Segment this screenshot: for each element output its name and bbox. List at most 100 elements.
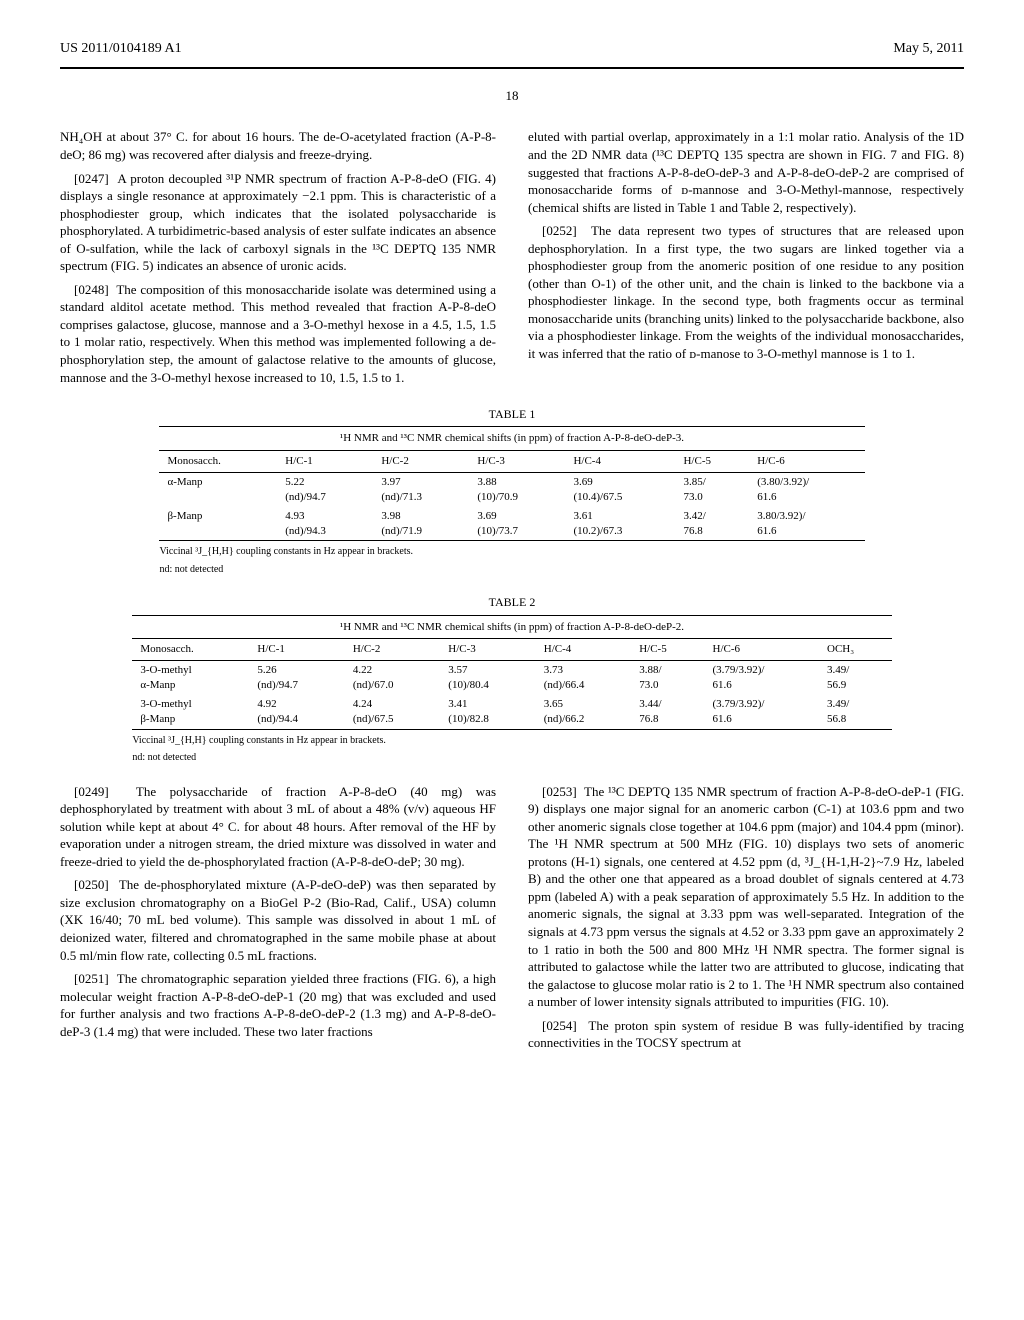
col-h: H/C-5	[631, 639, 704, 661]
para-0250: [0250] The de-phosphorylated mixture (A-…	[60, 876, 496, 964]
col-h: H/C-1	[249, 639, 344, 661]
para-num: [0254]	[542, 1018, 577, 1033]
cell: 3.57 (10)/80.4	[440, 661, 535, 695]
cell: 3.69 (10.4)/67.5	[565, 472, 675, 506]
cell: (3.79/3.92)/ 61.6	[705, 695, 820, 729]
lower-columns: [0249] The polysaccharide of fraction A-…	[60, 783, 964, 1058]
table-1-caption: ¹H NMR and ¹³C NMR chemical shifts (in p…	[159, 427, 864, 451]
para-0254: [0254] The proton spin system of residue…	[528, 1017, 964, 1052]
cell: 3.49/ 56.8	[819, 695, 892, 729]
col-h: H/C-5	[675, 451, 749, 473]
table-2-footnote-2: nd: not detected	[132, 751, 891, 765]
para-num: [0251]	[74, 971, 109, 986]
col-h: Monosacch.	[159, 451, 277, 473]
cell: 4.92 (nd)/94.4	[249, 695, 344, 729]
col-h: H/C-1	[277, 451, 373, 473]
para-num: [0247]	[74, 171, 109, 186]
cell: 3.88 (10)/70.9	[469, 472, 565, 506]
col-h: H/C-2	[345, 639, 440, 661]
cell: 4.22 (nd)/67.0	[345, 661, 440, 695]
table-2-label: TABLE 2	[60, 594, 964, 610]
header-rule	[60, 67, 964, 69]
cell: 3.61 (10.2)/67.3	[565, 507, 675, 541]
para-num: [0250]	[74, 877, 109, 892]
table-1: ¹H NMR and ¹³C NMR chemical shifts (in p…	[159, 426, 864, 541]
cell: 3.73 (nd)/66.4	[536, 661, 631, 695]
cell: 3.88/ 73.0	[631, 661, 704, 695]
para-num: [0253]	[542, 784, 577, 799]
cell: 3.80/3.92)/ 61.6	[749, 507, 864, 541]
cell: 4.24 (nd)/67.5	[345, 695, 440, 729]
para-text: The composition of this monosaccharide i…	[60, 282, 496, 385]
col-h: H/C-4	[565, 451, 675, 473]
cell: 5.22 (nd)/94.7	[277, 472, 373, 506]
cell: 3.44/ 76.8	[631, 695, 704, 729]
pub-number: US 2011/0104189 A1	[60, 40, 182, 59]
para-text: A proton decoupled ³¹P NMR spectrum of f…	[60, 171, 496, 274]
para-0248: [0248] The composition of this monosacch…	[60, 281, 496, 386]
cell: (3.80/3.92)/ 61.6	[749, 472, 864, 506]
pub-date: May 5, 2011	[893, 40, 964, 59]
table-2-caption: ¹H NMR and ¹³C NMR chemical shifts (in p…	[132, 615, 891, 639]
cell: α-Manp	[159, 472, 277, 506]
col-h: H/C-2	[373, 451, 469, 473]
para-num: [0252]	[542, 223, 577, 238]
cell: 3.42/ 76.8	[675, 507, 749, 541]
table-2-footnote-1: Viccinal ³J_{H,H} coupling constants in …	[132, 734, 891, 748]
cell: 3.65 (nd)/66.2	[536, 695, 631, 729]
cell: 5.26 (nd)/94.7	[249, 661, 344, 695]
table-row: 3-O-methyl β-Manp 4.92 (nd)/94.4 4.24 (n…	[132, 695, 891, 729]
cell: 3-O-methyl α-Manp	[132, 661, 249, 695]
page-header: US 2011/0104189 A1 May 5, 2011	[60, 40, 964, 59]
para-text: The data represent two types of structur…	[528, 223, 964, 361]
para-0247: [0247] A proton decoupled ³¹P NMR spectr…	[60, 170, 496, 275]
cell: 4.93 (nd)/94.3	[277, 507, 373, 541]
table-1-footnote-2: nd: not detected	[159, 563, 864, 577]
table-2-header-row: Monosacch. H/C-1 H/C-2 H/C-3 H/C-4 H/C-5…	[132, 639, 891, 661]
table-row: 3-O-methyl α-Manp 5.26 (nd)/94.7 4.22 (n…	[132, 661, 891, 695]
table-1-block: TABLE 1 ¹H NMR and ¹³C NMR chemical shif…	[60, 406, 964, 576]
para-0251: [0251] The chromatographic separation yi…	[60, 970, 496, 1040]
cell: (3.79/3.92)/ 61.6	[705, 661, 820, 695]
col-h: Monosacch.	[132, 639, 249, 661]
cell: 3-O-methyl β-Manp	[132, 695, 249, 729]
page-number: 18	[60, 87, 964, 105]
cell: 3.98 (nd)/71.9	[373, 507, 469, 541]
right-column: eluted with partial overlap, approximate…	[528, 128, 964, 392]
col-h: OCH₃	[819, 639, 892, 661]
para-num: [0249]	[74, 784, 109, 799]
para-text: The de-phosphorylated mixture (A-P-deO-d…	[60, 877, 496, 962]
table-2: ¹H NMR and ¹³C NMR chemical shifts (in p…	[132, 615, 891, 730]
right-column-lower: [0253] The ¹³C DEPTQ 135 NMR spectrum of…	[528, 783, 964, 1058]
para-text: The ¹³C DEPTQ 135 NMR spectrum of fracti…	[528, 784, 964, 1010]
col-h: H/C-3	[469, 451, 565, 473]
para-num: [0248]	[74, 282, 109, 297]
table-row: α-Manp 5.22 (nd)/94.7 3.97 (nd)/71.3 3.8…	[159, 472, 864, 506]
col-h: H/C-4	[536, 639, 631, 661]
table-row: β-Manp 4.93 (nd)/94.3 3.98 (nd)/71.9 3.6…	[159, 507, 864, 541]
left-column: NH₄OH at about 37° C. for about 16 hours…	[60, 128, 496, 392]
para-0253: [0253] The ¹³C DEPTQ 135 NMR spectrum of…	[528, 783, 964, 1011]
para-0252: [0252] The data represent two types of s…	[528, 222, 964, 362]
cell: 3.49/ 56.9	[819, 661, 892, 695]
table-2-block: TABLE 2 ¹H NMR and ¹³C NMR chemical shif…	[60, 594, 964, 764]
para-text: The polysaccharide of fraction A-P-8-deO…	[60, 784, 496, 869]
para-cont-left: NH₄OH at about 37° C. for about 16 hours…	[60, 128, 496, 163]
cell: 3.85/ 73.0	[675, 472, 749, 506]
table-1-header-row: Monosacch. H/C-1 H/C-2 H/C-3 H/C-4 H/C-5…	[159, 451, 864, 473]
col-h: H/C-6	[705, 639, 820, 661]
upper-columns: NH₄OH at about 37° C. for about 16 hours…	[60, 128, 964, 392]
para-text: The chromatographic separation yielded t…	[60, 971, 496, 1039]
table-1-label: TABLE 1	[60, 406, 964, 422]
col-h: H/C-6	[749, 451, 864, 473]
para-text: The proton spin system of residue B was …	[528, 1018, 964, 1051]
cell: 3.69 (10)/73.7	[469, 507, 565, 541]
para-0249: [0249] The polysaccharide of fraction A-…	[60, 783, 496, 871]
para-cont-right: eluted with partial overlap, approximate…	[528, 128, 964, 216]
cell: 3.97 (nd)/71.3	[373, 472, 469, 506]
left-column-lower: [0249] The polysaccharide of fraction A-…	[60, 783, 496, 1058]
col-h: H/C-3	[440, 639, 535, 661]
table-1-footnote-1: Viccinal ³J_{H,H} coupling constants in …	[159, 545, 864, 559]
cell: 3.41 (10)/82.8	[440, 695, 535, 729]
cell: β-Manp	[159, 507, 277, 541]
